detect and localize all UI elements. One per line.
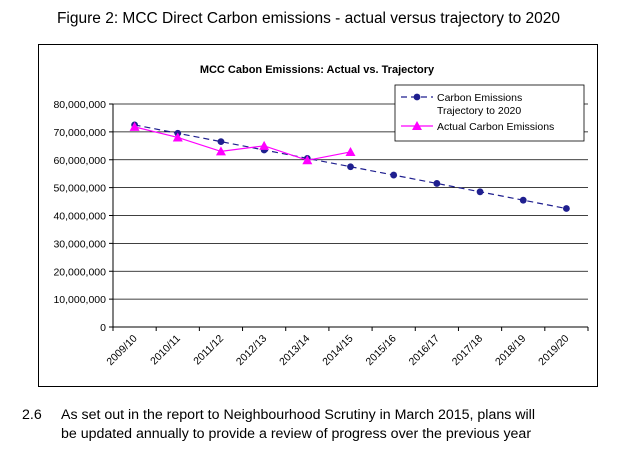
x-tick-label: 2017/18 [450,333,485,368]
x-tick-label: 2013/14 [277,333,312,368]
legend-label: Trajectory to 2020 [437,105,521,117]
legend-label: Carbon Emissions [437,92,522,104]
legend-label: Actual Carbon Emissions [437,121,554,133]
data-point [129,121,140,131]
data-point [172,132,183,142]
y-tick-label: 50,000,000 [53,183,106,195]
series-line [134,126,351,161]
y-tick-label: 20,000,000 [53,266,106,278]
y-tick-label: 40,000,000 [53,211,106,223]
emissions-line-chart: MCC Cabon Emissions: Actual vs. Trajecto… [53,64,589,368]
data-point [476,188,484,196]
x-tick-label: 2014/15 [320,333,355,368]
y-tick-label: 10,000,000 [53,294,106,306]
x-tick-label: 2010/11 [148,333,183,368]
paragraph-text: As set out in the report to Neighbourhoo… [61,406,617,444]
data-point [390,171,398,179]
x-tick-label: 2015/16 [363,333,398,368]
x-tick-label: 2011/12 [191,333,226,368]
series-trajectory [131,121,570,212]
y-tick-label: 0 [100,322,106,334]
chart-frame: MCC Cabon Emissions: Actual vs. Trajecto… [38,44,598,387]
series-line [134,124,567,210]
x-tick-label: 2016/17 [407,333,442,368]
chart-title: MCC Cabon Emissions: Actual vs. Trajecto… [200,64,435,76]
data-point [519,196,527,204]
figure-caption: Figure 2: MCC Direct Carbon emissions - … [56,10,561,27]
data-point [259,140,270,150]
paragraph-line-1: As set out in the report to Neighbourhoo… [61,407,535,423]
y-tick-label: 60,000,000 [53,155,106,167]
legend-item: Actual Carbon Emissions [401,121,554,133]
data-point [413,93,421,101]
x-tick-label: 2018/19 [493,333,528,368]
y-tick-label: 30,000,000 [53,238,106,250]
data-point [347,163,354,171]
data-point [412,121,422,130]
y-tick-label: 70,000,000 [53,127,106,139]
data-point [563,205,570,212]
x-tick-label: 2019/20 [536,333,571,368]
data-point [215,146,226,156]
x-tick-label: 2012/13 [234,333,269,368]
legend-box [394,84,585,142]
data-point [433,180,441,187]
x-tick-label: 2009/10 [104,333,139,368]
data-point [302,155,313,165]
paragraph-line-2: be updated annually to provide a review … [61,426,532,442]
data-point [345,146,356,156]
data-point [217,138,225,146]
y-tick-label: 80,000,000 [53,99,106,111]
paragraph-number: 2.6 [22,407,42,423]
series-actual [129,121,356,165]
